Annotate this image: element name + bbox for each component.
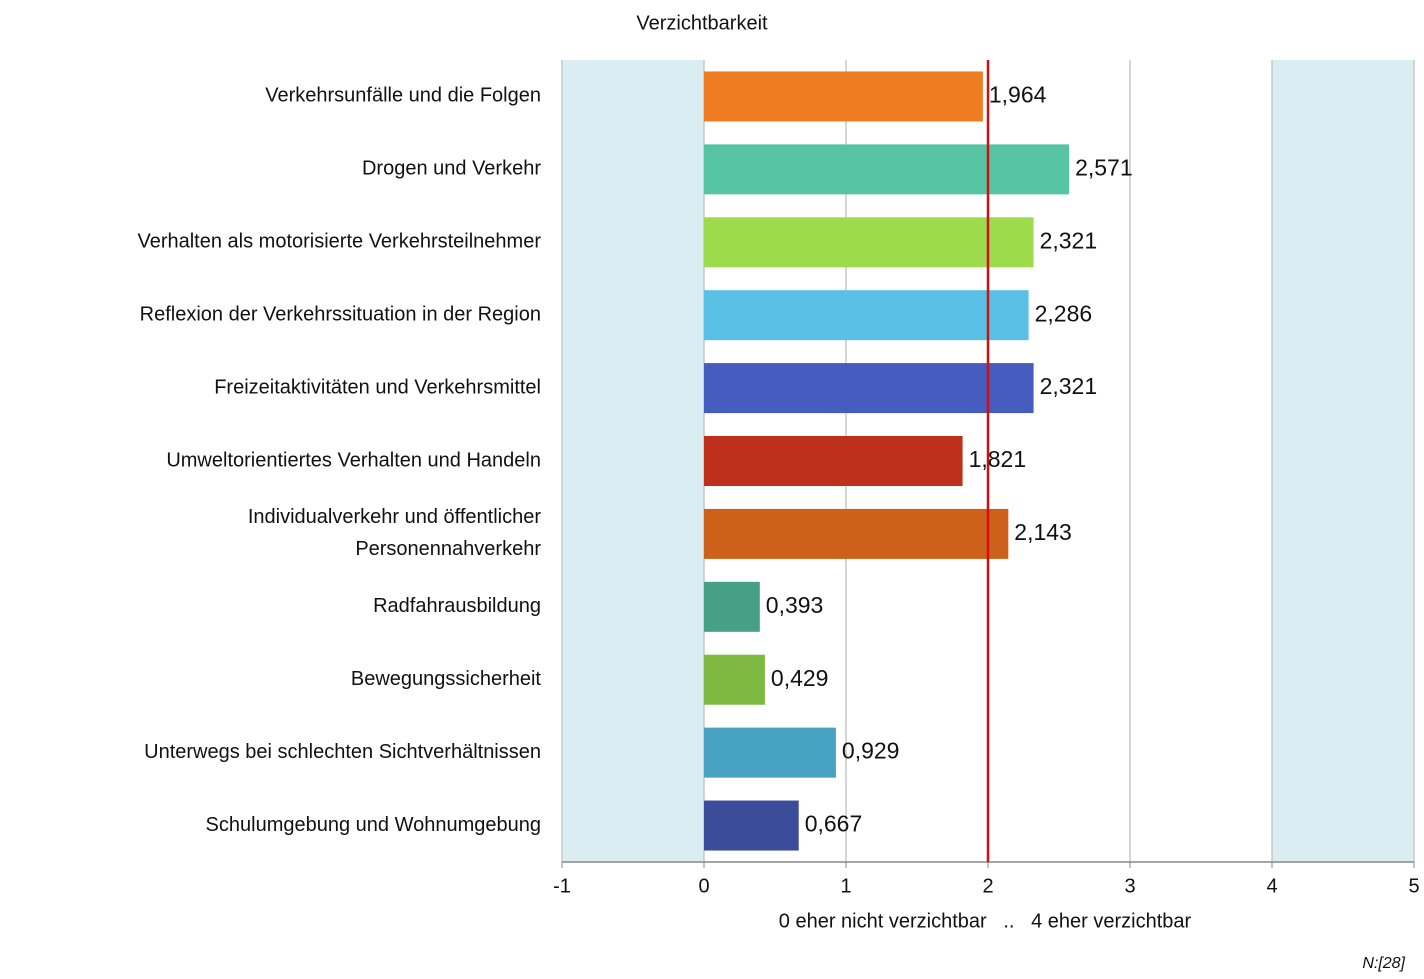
y-tick-label: Radfahrausbildung — [373, 595, 541, 617]
y-tick-label: Verhalten als motorisierte Verkehrsteiln… — [137, 231, 541, 253]
bar — [704, 144, 1070, 195]
x-axis-label: 0 eher nicht verzichtbar .. 4 eher verzi… — [779, 910, 1192, 932]
value-label: 2,286 — [1035, 300, 1093, 326]
chart-title: Verzichtbarkeit — [636, 12, 768, 34]
y-tick-label: Verkehrsunfälle und die Folgen — [265, 85, 541, 107]
bar — [704, 508, 1009, 559]
bar — [704, 436, 963, 486]
bar — [704, 800, 799, 851]
bar — [704, 217, 1034, 268]
value-label: 2,143 — [1014, 519, 1072, 545]
value-label: 2,321 — [1040, 227, 1098, 253]
shaded-range — [562, 60, 704, 862]
value-label: 2,571 — [1075, 154, 1133, 180]
bar — [704, 654, 765, 705]
value-label: 2,321 — [1040, 373, 1098, 399]
bar — [704, 727, 836, 778]
value-label: 0,667 — [805, 811, 863, 837]
bar — [704, 363, 1034, 414]
value-label: 0,393 — [766, 592, 824, 618]
x-tick-label: 1 — [840, 875, 851, 897]
x-tick-label: 3 — [1124, 875, 1135, 897]
value-label: 0,929 — [842, 738, 900, 764]
value-label: 1,821 — [969, 446, 1027, 472]
y-tick-label: Bewegungssicherheit — [351, 668, 542, 690]
y-tick-label: Umweltorientiertes Verhalten und Handeln — [166, 449, 541, 471]
y-tick-label: Schulumgebung und Wohnumgebung — [206, 814, 541, 836]
y-tick-label: Unterwegs bei schlechten Sichtverhältnis… — [144, 741, 541, 763]
y-tick-label: Freizeitaktivitäten und Verkehrsmittel — [214, 376, 541, 398]
note: N:[28] — [1362, 955, 1405, 972]
value-label: 0,429 — [771, 665, 829, 691]
bar — [704, 71, 983, 122]
bar — [704, 581, 760, 632]
x-tick-label: 5 — [1408, 875, 1419, 897]
x-tick-label: 0 — [698, 875, 709, 897]
y-tick-label: Drogen und Verkehr — [362, 158, 541, 180]
x-tick-label: -1 — [553, 875, 571, 897]
y-tick-label: Reflexion der Verkehrssituation in der R… — [140, 303, 541, 325]
bar — [704, 290, 1029, 341]
x-tick-label: 2 — [982, 875, 993, 897]
shaded-range — [1272, 60, 1414, 862]
x-tick-label: 4 — [1266, 875, 1277, 897]
value-label: 1,964 — [989, 82, 1047, 108]
y-tick-label: Individualverkehr und öffentlicher Person… — [248, 506, 541, 560]
